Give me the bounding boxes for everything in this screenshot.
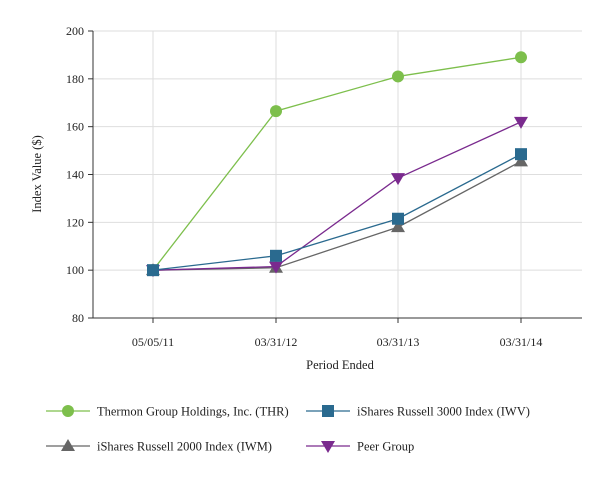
y-axis-title: Index Value ($): [30, 135, 44, 213]
legend-item: iShares Russell 3000 Index (IWV): [306, 405, 530, 419]
series-4: [146, 116, 528, 278]
series-line: [152, 56, 522, 271]
x-axis-title: Period Ended: [306, 358, 374, 372]
legend-item: Thermon Group Holdings, Inc. (THR): [46, 405, 289, 419]
x-tick-label: 05/05/11: [132, 335, 174, 349]
data-point: [391, 173, 405, 186]
data-point: [270, 249, 282, 262]
legend-label: iShares Russell 3000 Index (IWV): [357, 405, 530, 419]
y-tick-label: 100: [66, 263, 84, 277]
legend-marker: [61, 439, 75, 451]
legend-label: Thermon Group Holdings, Inc. (THR): [97, 405, 289, 419]
x-tick-label: 03/31/13: [377, 335, 420, 349]
data-point: [515, 51, 527, 64]
series-2: [147, 148, 527, 277]
grid: [93, 30, 582, 318]
x-tick-label: 03/31/14: [500, 335, 543, 349]
y-tick-label: 180: [66, 72, 84, 86]
data-point: [392, 212, 404, 225]
data-point: [514, 116, 528, 129]
legend-label: iShares Russell 2000 Index (IWM): [97, 440, 272, 454]
y-tick-label: 80: [72, 311, 84, 325]
x-tick-labels: 05/05/11 03/31/12 03/31/13 03/31/14: [132, 335, 542, 349]
legend: Thermon Group Holdings, Inc. (THR) iShare…: [46, 405, 530, 454]
data-point: [514, 154, 528, 167]
legend-marker: [321, 441, 335, 453]
legend-item: Peer Group: [306, 440, 414, 454]
y-tick-label: 120: [66, 215, 84, 229]
legend-label: Peer Group: [357, 440, 414, 454]
y-tick-label: 160: [66, 120, 84, 134]
legend-item: iShares Russell 2000 Index (IWM): [46, 439, 272, 454]
series-3: [146, 154, 528, 276]
y-tick-label: 140: [66, 168, 84, 182]
data-point: [391, 220, 405, 233]
legend-marker: [62, 405, 74, 417]
x-tick-label: 03/31/12: [255, 335, 298, 349]
y-tick-label: 200: [66, 24, 84, 38]
data-point: [515, 148, 527, 161]
data-point: [147, 264, 159, 277]
y-tick-labels: 80 100 120 140 160 180 200: [66, 24, 84, 325]
series-1: [147, 51, 527, 277]
series-line: [152, 121, 522, 271]
axes: [88, 30, 582, 323]
legend-marker: [322, 405, 334, 417]
series-group: [146, 51, 528, 278]
series-line: [152, 160, 522, 271]
data-point: [392, 70, 404, 83]
series-line: [152, 153, 522, 271]
data-point: [269, 261, 283, 274]
data-point: [270, 105, 282, 118]
